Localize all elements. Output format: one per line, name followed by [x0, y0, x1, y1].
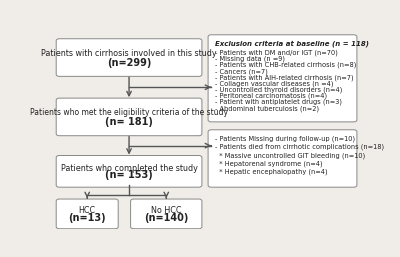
Text: - Collagen vascular diseases (n =4): - Collagen vascular diseases (n =4): [215, 80, 334, 87]
Text: - Patients with AIH-related cirrhosis (n=7): - Patients with AIH-related cirrhosis (n…: [215, 74, 354, 81]
Text: - Patients with DM and/or IGT (n=70): - Patients with DM and/or IGT (n=70): [215, 49, 338, 56]
FancyBboxPatch shape: [208, 130, 357, 187]
FancyBboxPatch shape: [56, 39, 202, 76]
Text: - Missing data (n =9): - Missing data (n =9): [215, 56, 285, 62]
FancyBboxPatch shape: [56, 155, 202, 187]
Text: - Cancers (n=7): - Cancers (n=7): [215, 68, 268, 75]
Text: HCC: HCC: [79, 206, 96, 215]
Text: (n=299): (n=299): [107, 58, 151, 68]
Text: - Patients with CHB-related cirrhosis (n=8): - Patients with CHB-related cirrhosis (n…: [215, 62, 356, 68]
FancyBboxPatch shape: [56, 98, 202, 136]
FancyBboxPatch shape: [208, 35, 357, 122]
Text: (n= 181): (n= 181): [105, 117, 153, 127]
Text: * Hepatic encephalopathy (n=4): * Hepatic encephalopathy (n=4): [215, 169, 328, 175]
FancyBboxPatch shape: [131, 199, 202, 229]
Text: - Patients died from cirrhotic complications (n=18): - Patients died from cirrhotic complicat…: [215, 144, 384, 150]
Text: * Massive uncontrolled GIT bleeding (n=10): * Massive uncontrolled GIT bleeding (n=1…: [215, 152, 365, 159]
Text: No HCC: No HCC: [151, 206, 182, 215]
Text: - Uncontrolled thyroid disorders (n=4): - Uncontrolled thyroid disorders (n=4): [215, 87, 342, 93]
Text: Exclusion criteria at baseline (n = 118): Exclusion criteria at baseline (n = 118): [215, 40, 369, 47]
FancyBboxPatch shape: [56, 199, 118, 229]
Text: - Peritoneal carcinomatosis (n=4): - Peritoneal carcinomatosis (n=4): [215, 93, 327, 99]
Text: * Hepatorenal syndrome (n=4): * Hepatorenal syndrome (n=4): [215, 160, 322, 167]
Text: (n= 153): (n= 153): [105, 170, 153, 180]
Text: - Patient with antiplatelet drugs (n=3): - Patient with antiplatelet drugs (n=3): [215, 99, 342, 105]
Text: - Patients Missing during follow-up (n=10): - Patients Missing during follow-up (n=1…: [215, 135, 355, 142]
Text: Patients who met the eligibility criteria of the study: Patients who met the eligibility criteri…: [30, 108, 228, 117]
Text: (n=140): (n=140): [144, 213, 188, 223]
Text: Patients with cirrhosis involved in this study: Patients with cirrhosis involved in this…: [41, 49, 217, 58]
Text: - Abdominal tuberculosis (n=2): - Abdominal tuberculosis (n=2): [215, 105, 319, 112]
Text: (n=13): (n=13): [68, 213, 106, 223]
Text: Patients who completed the study: Patients who completed the study: [61, 163, 198, 172]
